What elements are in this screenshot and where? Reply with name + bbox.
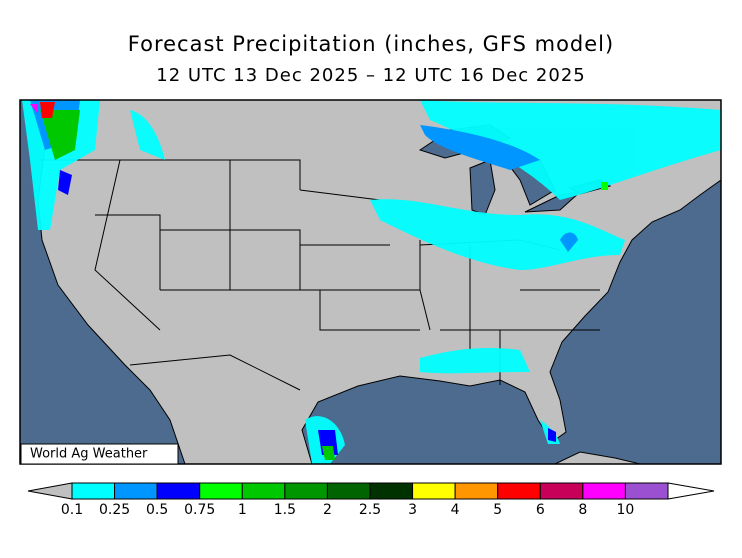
- colorbar-label: 0.1: [61, 502, 83, 518]
- colorbar-swatch: [412, 482, 456, 500]
- colorbar-label: 1.5: [274, 502, 296, 518]
- colorbar-label: 6: [536, 502, 545, 518]
- colorbar-label: 5: [493, 502, 502, 518]
- gulf-atlantic: [301, 179, 721, 464]
- colorbar-swatch: [241, 482, 286, 500]
- credit: World Ag Weather: [30, 447, 148, 462]
- colorbar-label: 8: [578, 502, 587, 518]
- borders: [40, 159, 600, 391]
- colorbar-label: 10: [617, 502, 635, 518]
- colorbar-label: 4: [451, 502, 460, 518]
- colorbar-swatch: [114, 482, 158, 500]
- colorbar-label: 2.5: [359, 502, 381, 518]
- colorbar-label: 1: [238, 502, 247, 518]
- colorbar-swatch: [71, 482, 116, 500]
- colorbar-swatch: [369, 482, 414, 500]
- colorbar-label: 0.25: [99, 502, 130, 518]
- colorbar-above: [667, 482, 715, 500]
- subtitle: 12 UTC 13 Dec 2025 – 12 UTC 16 Dec 2025: [156, 65, 585, 86]
- colorbar-label: 0.5: [146, 502, 168, 518]
- colorbar-swatch: [454, 482, 499, 500]
- colorbar-label: 0.75: [184, 502, 215, 518]
- credit-box: [20, 443, 179, 465]
- colorbar-swatch: [156, 482, 201, 500]
- colorbar-label: 3: [408, 502, 417, 518]
- colorbar: 0.1 0.25 0.5 0.75 1 1.5 2 2.5 3 4 5 6 8 10: [27, 482, 715, 518]
- colorbar-swatch: [497, 482, 541, 500]
- colorbar-swatch: [199, 482, 243, 500]
- colorbar-swatch: [582, 482, 626, 500]
- map-frame: [19, 99, 722, 465]
- colorbar-swatch: [284, 482, 328, 500]
- cuba: [554, 451, 641, 464]
- precip-heavy: [30, 100, 608, 460]
- colorbar-swatch: [624, 482, 669, 500]
- title: Forecast Precipitation (inches, GFS mode…: [128, 32, 614, 56]
- colorbar-label: 2: [323, 502, 332, 518]
- map: [20, 100, 721, 464]
- colorbar-swatch: [539, 482, 584, 500]
- colorbar-below: [27, 482, 73, 500]
- colorbar-swatch: [326, 482, 371, 500]
